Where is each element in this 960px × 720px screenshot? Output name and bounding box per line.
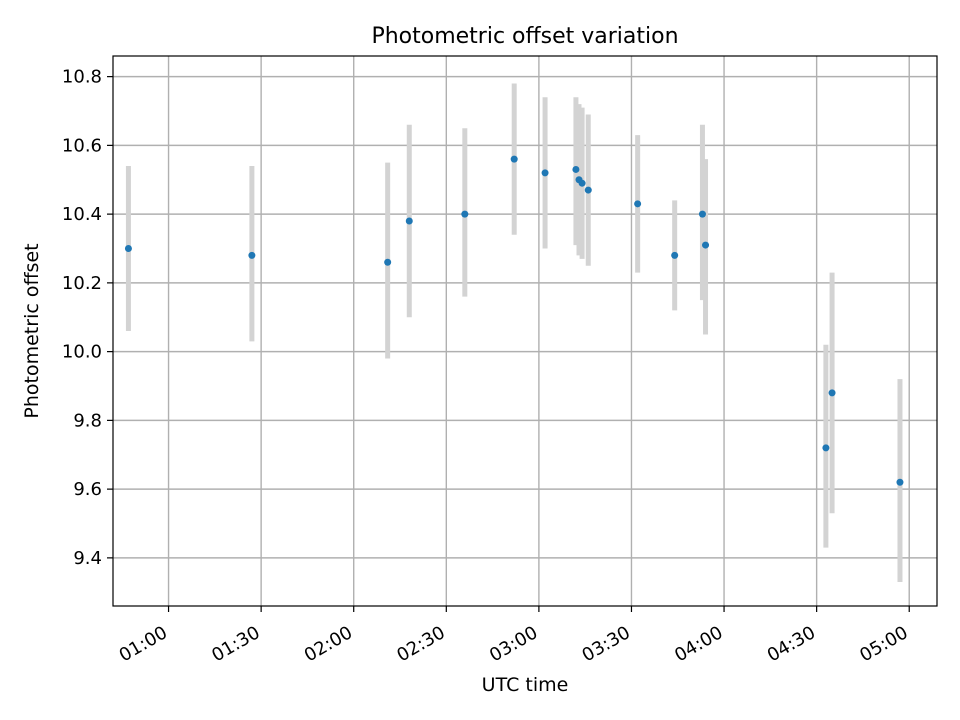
y-tick-label: 10.6: [62, 135, 102, 156]
data-point: [671, 251, 679, 259]
chart-title: Photometric offset variation: [371, 24, 678, 49]
y-tick-label: 10.4: [62, 204, 102, 225]
data-point: [124, 245, 132, 252]
y-axis-ticks: 9.4 9.6 9.8 10.0 10.2 10.4 10.6 10.8: [62, 67, 113, 569]
data-point: [510, 155, 518, 163]
data-point: [248, 251, 256, 259]
data-point: [702, 241, 710, 249]
data-point: [698, 210, 706, 218]
y-tick-label: 10.8: [62, 67, 102, 88]
data-point: [822, 444, 830, 452]
data-point: [405, 217, 413, 225]
data-point: [828, 389, 836, 397]
data-point: [384, 258, 392, 266]
data-point: [578, 179, 586, 187]
plot-frame: [112, 55, 938, 607]
y-tick-label: 9.4: [73, 548, 102, 569]
data-point: [461, 210, 469, 218]
y-tick-label: 9.8: [73, 410, 102, 431]
data-point: [584, 186, 592, 194]
data-point: [634, 200, 642, 208]
y-tick-label: 10.2: [62, 273, 102, 294]
y-axis-label: Photometric offset: [21, 243, 43, 418]
y-tick-label: 10.0: [62, 342, 102, 363]
grid: [113, 56, 937, 606]
data-point: [572, 165, 580, 173]
data-point: [541, 169, 549, 177]
data-point: [896, 478, 904, 486]
y-tick-label: 9.6: [73, 479, 102, 500]
data-points: [124, 155, 904, 486]
x-axis-label: UTC time: [482, 674, 569, 696]
